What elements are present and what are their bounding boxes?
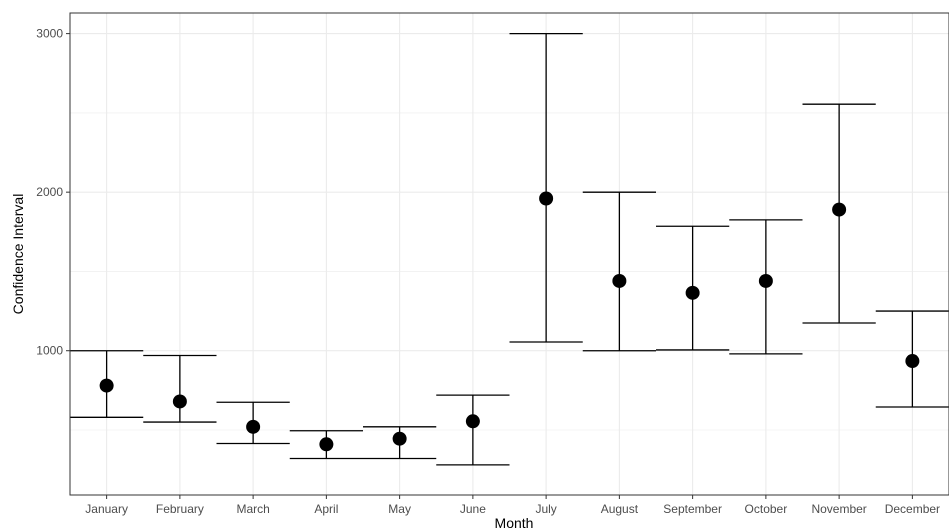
mean-point-march [246,419,261,434]
x-tick-label: December [885,502,940,516]
x-tick-label: April [314,502,338,516]
mean-point-december [905,354,920,369]
mean-point-april [319,437,334,452]
x-axis-title: Month [495,515,534,531]
x-tick-label: July [535,502,556,516]
mean-point-july [539,191,554,206]
error-bars [70,32,949,466]
error-bar-july [509,32,583,343]
x-tick-label: June [460,502,486,516]
error-bar-june [436,394,510,466]
mean-point-september [685,285,700,300]
mean-point-november [832,202,847,217]
mean-point-may [392,431,407,446]
error-bar-february [143,354,217,423]
y-axis-title: Confidence Interval [10,194,26,315]
error-bar-august [582,191,656,352]
x-tick-label: November [811,502,866,516]
x-axis-ticks: January February March April May June July Augu… [85,495,940,516]
panel-background [70,13,949,495]
y-tick-label: 2000 [36,185,63,199]
x-tick-label: March [236,502,269,516]
x-tick-label: January [85,502,128,516]
y-axis-ticks: 1000 2000 3000 [36,27,70,358]
mean-point-february [172,394,187,409]
x-tick-label: February [156,502,204,516]
x-tick-label: May [388,502,411,516]
mean-point-january [99,378,114,393]
y-tick-label: 3000 [36,27,63,41]
x-tick-label: October [745,502,788,516]
mean-point-june [465,414,480,429]
y-tick-label: 1000 [36,344,63,358]
x-tick-label: September [663,502,722,516]
mean-point-october [758,273,773,288]
panel-border [69,12,949,496]
mean-point-august [612,273,627,288]
x-tick-label: August [601,502,639,516]
mean-points [99,191,920,452]
